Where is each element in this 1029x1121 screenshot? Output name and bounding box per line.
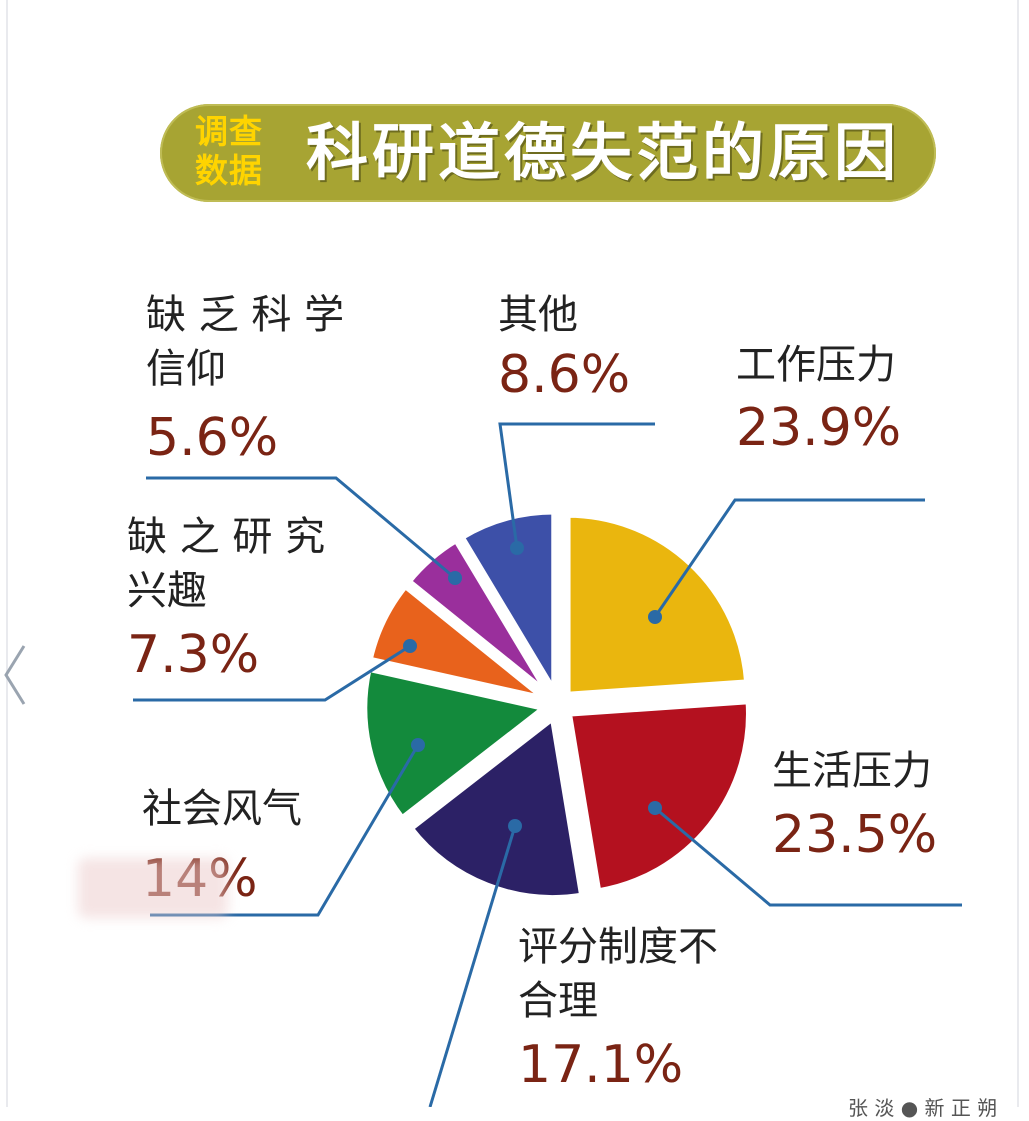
left-frame-line: [6, 0, 8, 1107]
pie-slice-1: [564, 511, 751, 698]
slice-label-3-line-2: 合理: [518, 978, 598, 1024]
slice-percent-5: 7.3%: [127, 625, 259, 685]
pie-slice-7: [457, 508, 558, 703]
pie-slice-2: [565, 698, 752, 895]
slice-label-4-line-1: 社会风气: [142, 786, 302, 832]
leader-dot-7: [510, 541, 524, 555]
slice-percent-7: 8.6%: [498, 345, 630, 405]
pie-slice-4: [361, 665, 552, 823]
badge-line-2: 数据: [195, 151, 263, 190]
slice-label-5-line-1: 缺 之 研 究: [127, 514, 325, 560]
watermark-blur: [78, 858, 228, 918]
slice-label-2-line-1: 生活压力: [772, 748, 932, 794]
chevron-left-icon[interactable]: [0, 640, 30, 710]
leader-dot-5: [403, 639, 417, 653]
leader-line-3: [428, 825, 517, 1107]
slice-label-1-line-1: 工作压力: [736, 342, 896, 388]
leader-dot-3: [508, 819, 522, 833]
leader-line-7: [498, 422, 655, 549]
slice-label-5-line-2: 兴趣: [127, 568, 207, 614]
slice-percent-1: 23.9%: [736, 398, 901, 458]
leader-line-2: [654, 806, 962, 907]
leader-line-1: [653, 498, 925, 618]
right-frame-line: [1017, 0, 1019, 1107]
slice-label-6-line-2: 信仰: [146, 346, 226, 392]
leader-dot-6: [448, 571, 462, 585]
survey-data-badge: 调查 数据: [188, 112, 270, 194]
slice-percent-3: 17.1%: [518, 1035, 683, 1095]
pie-slice-5: [366, 581, 548, 702]
slice-label-6-line-1: 缺 乏 科 学: [146, 292, 344, 338]
leader-line-5: [133, 644, 411, 702]
slice-label-7-line-1: 其他: [498, 292, 578, 338]
leader-dot-2: [648, 801, 662, 815]
pie-slice-3: [406, 712, 586, 902]
chart-title: 科研道德失范的原因: [306, 116, 901, 189]
slice-label-3-line-1: 评分制度不: [518, 924, 718, 970]
title-banner: 调查 数据 科研道德失范的原因: [160, 104, 936, 202]
leader-dot-1: [648, 610, 662, 624]
badge-line-1: 调查: [195, 112, 263, 151]
leader-line-6: [146, 476, 456, 580]
slice-percent-2: 23.5%: [772, 805, 937, 865]
slice-percent-6: 5.6%: [146, 408, 278, 468]
leader-dot-4: [411, 738, 425, 752]
